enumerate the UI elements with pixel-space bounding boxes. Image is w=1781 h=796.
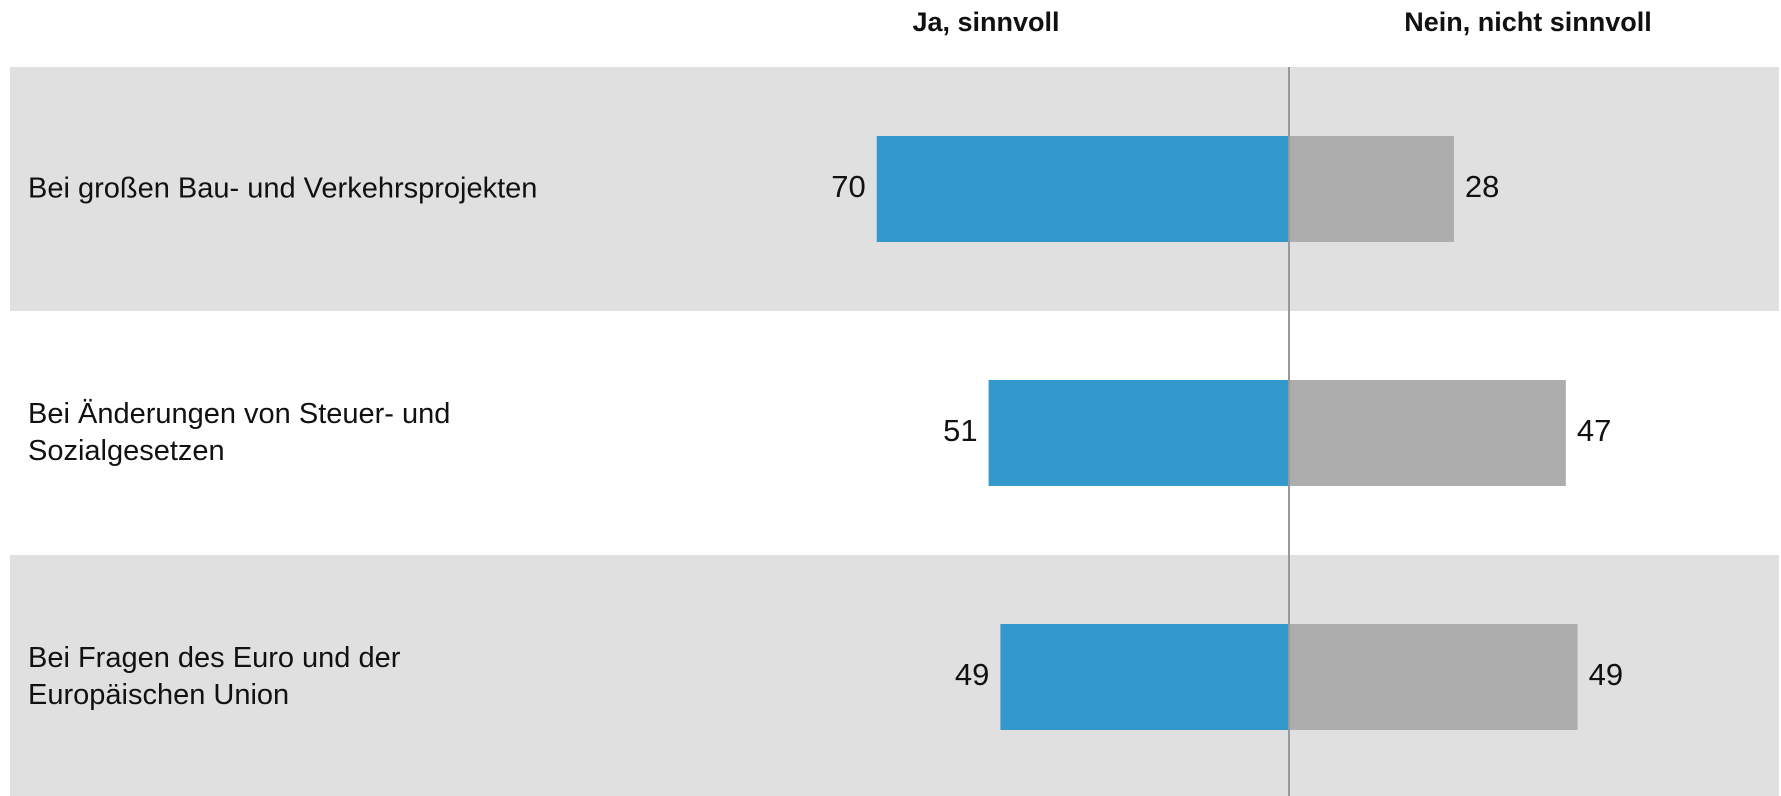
category-label: Bei Fragen des Euro und der Europäischen…	[28, 642, 401, 711]
category-label: Bei großen Bau- und Verkehrsprojekten	[28, 172, 538, 205]
legend-label: Ja, sinnvoll	[912, 7, 1059, 37]
bar	[876, 136, 1289, 242]
value-label: 28	[1465, 169, 1499, 204]
value-label: 70	[831, 169, 865, 204]
value-label: 47	[1577, 413, 1611, 448]
bar	[988, 380, 1289, 486]
bar	[1289, 380, 1566, 486]
bar	[1000, 624, 1289, 730]
value-label: 51	[943, 413, 977, 448]
bar	[1289, 624, 1578, 730]
legend-label: Nein, nicht sinnvoll	[1404, 7, 1652, 37]
bar	[1289, 136, 1454, 242]
value-label: 49	[1589, 657, 1623, 692]
category-label: Bei Änderungen von Steuer- und Sozialges…	[28, 398, 451, 467]
value-label: 49	[955, 657, 989, 692]
